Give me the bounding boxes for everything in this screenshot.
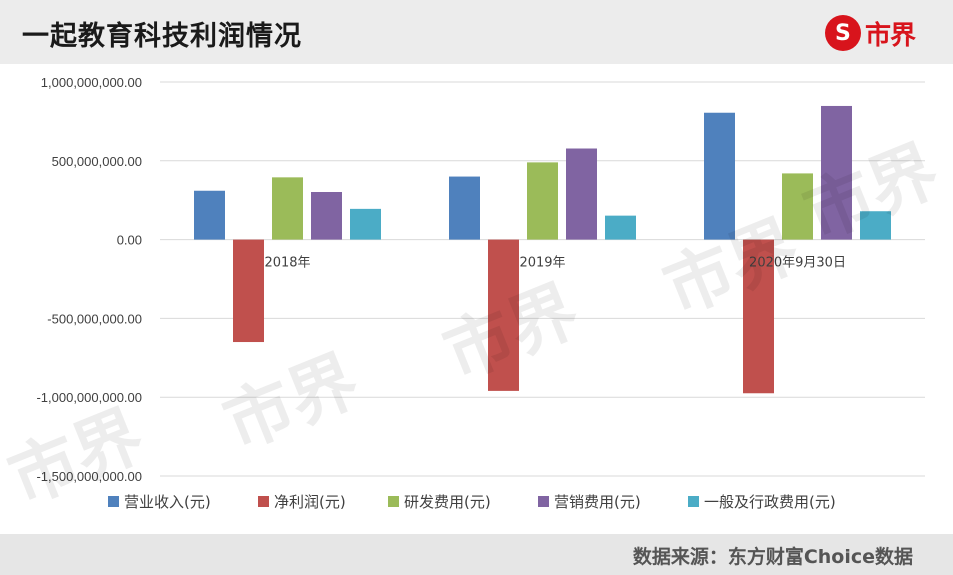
bar bbox=[272, 177, 303, 240]
y-tick-label: 500,000,000.00 bbox=[52, 154, 142, 169]
bar bbox=[527, 162, 558, 240]
bar-chart: 1,000,000,000.00 500,000,000.00 0.00 -500,0… bbox=[0, 75, 949, 520]
legend-label: 一般及行政费用(元) bbox=[704, 493, 836, 511]
x-tick-label: 2019年 bbox=[519, 256, 565, 271]
y-tick-label: 1,000,000,000.00 bbox=[41, 75, 142, 90]
header: 一起教育科技利润情况 S 市界 bbox=[0, 0, 953, 64]
y-tick-label: -1,000,000,000.00 bbox=[36, 390, 142, 405]
bar bbox=[488, 239, 519, 391]
legend-swatch bbox=[538, 496, 549, 507]
watermark-text: 市界 bbox=[214, 341, 370, 465]
bar bbox=[194, 190, 225, 240]
footer: 数据来源：东方财富Choice数据 bbox=[0, 534, 953, 575]
bar bbox=[566, 148, 597, 240]
legend-swatch bbox=[388, 496, 399, 507]
data-source: 数据来源：东方财富Choice数据 bbox=[632, 546, 913, 568]
x-tick-label: 2018年 bbox=[264, 256, 310, 271]
bar bbox=[233, 239, 264, 343]
bar bbox=[782, 173, 813, 240]
legend-label: 营销费用(元) bbox=[554, 493, 641, 511]
brand-logo-icon: S bbox=[824, 15, 861, 51]
brand-logo: S 市界 bbox=[824, 13, 916, 53]
bar bbox=[449, 176, 480, 240]
legend-swatch bbox=[108, 496, 119, 507]
bar bbox=[704, 112, 735, 240]
bar bbox=[311, 192, 342, 240]
bar bbox=[743, 239, 774, 394]
bar bbox=[350, 208, 381, 240]
legend-swatch bbox=[688, 496, 699, 507]
bar bbox=[860, 211, 891, 240]
page-title: 一起教育科技利润情况 bbox=[22, 21, 302, 52]
legend-label: 营业收入(元) bbox=[124, 493, 211, 511]
watermark-text: 市界 bbox=[654, 206, 810, 330]
bar bbox=[605, 215, 636, 240]
chart-area: 1,000,000,000.00 500,000,000.00 0.00 -500,0… bbox=[0, 64, 953, 534]
legend-label: 研发费用(元) bbox=[404, 493, 491, 511]
y-tick-label: -500,000,000.00 bbox=[47, 311, 142, 326]
legend-swatch bbox=[258, 496, 269, 507]
legend-label: 净利润(元) bbox=[274, 493, 346, 511]
y-tick-label: 0.00 bbox=[117, 233, 142, 248]
brand-logo-text: 市界 bbox=[864, 20, 916, 51]
y-tick-label: -1,500,000,000.00 bbox=[36, 469, 142, 484]
bar bbox=[821, 105, 852, 240]
x-tick-label: 2020年9月30日 bbox=[749, 256, 846, 271]
